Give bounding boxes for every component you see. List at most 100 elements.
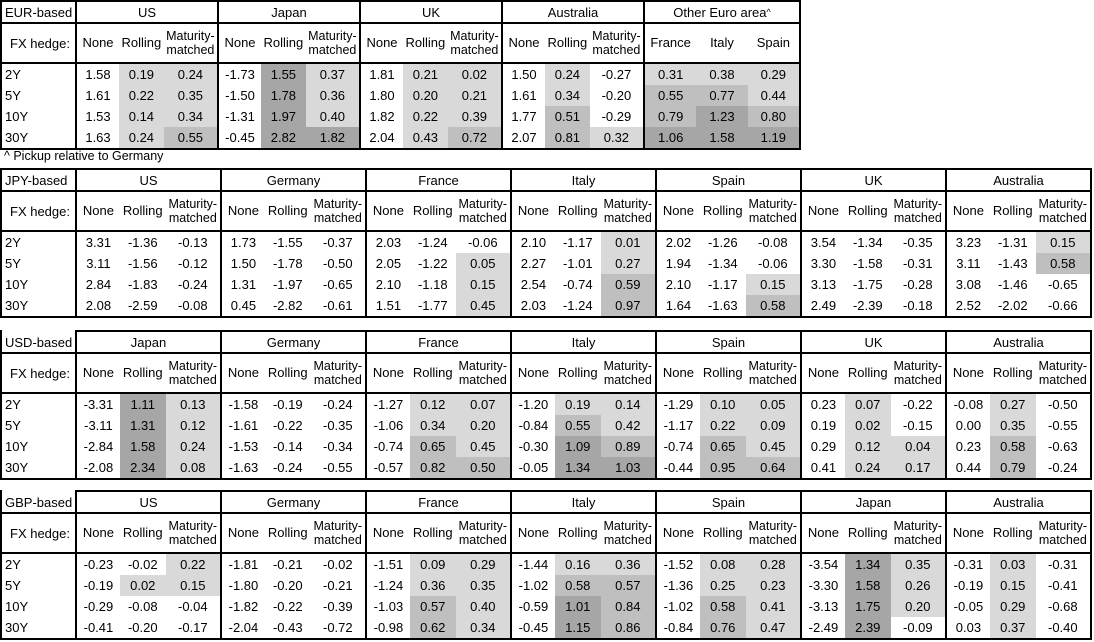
data-row: -0.08 0.27 -0.50 xyxy=(947,394,1090,415)
value-cell: -0.08 xyxy=(953,397,984,412)
column-header-none: None xyxy=(517,202,549,218)
column-header-maturity-matched: Maturity-matched xyxy=(168,359,218,387)
hedge-columns-header: France Italy Spain xyxy=(645,24,799,64)
data-row: 2.10 -1.18 0.15 xyxy=(367,274,510,295)
value-cell: -0.74 xyxy=(562,277,593,292)
value-cell: 0.39 xyxy=(447,106,501,127)
data-row: -0.45 2.82 1.82 xyxy=(219,127,359,148)
value-cell: 0.40 xyxy=(455,596,510,617)
value-cell: 0.47 xyxy=(745,617,800,638)
data-row: -1.44 0.16 0.36 xyxy=(512,554,655,575)
column-header-maturity-matched: Maturity-matched xyxy=(313,519,363,547)
value-cell: -0.66 xyxy=(1047,298,1078,313)
value-cell: -0.65 xyxy=(322,277,353,292)
value-cell: 0.19 xyxy=(554,394,601,415)
value-cell: 0.19 xyxy=(119,64,164,85)
column-header-none: None xyxy=(372,364,404,380)
data-row: -1.20 0.19 0.14 xyxy=(512,394,655,415)
value-cell: 3.23 xyxy=(955,235,982,250)
data-row: -1.02 0.58 0.57 xyxy=(512,575,655,596)
value-cell: 0.58 xyxy=(554,575,601,596)
data-row: -1.06 0.34 0.20 xyxy=(367,415,510,436)
data-row: -1.02 0.58 0.41 xyxy=(657,596,800,617)
value-cell: 0.15 xyxy=(165,575,220,596)
data-row: 0.00 0.35 -0.55 xyxy=(947,415,1090,436)
column-header-maturity-matched: Maturity-matched xyxy=(313,197,363,225)
data-row: 2.08 -2.59 -0.08 xyxy=(77,295,220,316)
group-italy: Italy None Rolling Maturity-matched -1.20 0.1… xyxy=(510,330,655,480)
hedge-columns-header: None Rolling Maturity-matched xyxy=(222,514,365,554)
value-cell: 0.08 xyxy=(165,457,220,478)
value-cell: -1.18 xyxy=(417,277,448,292)
value-cell: 0.29 xyxy=(455,554,510,575)
value-cell: 1.80 xyxy=(369,88,395,103)
column-header-rolling: Rolling xyxy=(412,524,453,540)
data-row: -2.49 2.39 -0.09 xyxy=(802,617,945,638)
value-cell: -0.59 xyxy=(518,599,549,614)
column-header-maturity-matched: Maturity-matched xyxy=(1038,359,1088,387)
fx-hedge-label: FX hedge: xyxy=(2,24,75,64)
value-cell: 0.79 xyxy=(645,106,697,127)
value-cell: -1.17 xyxy=(562,235,593,250)
data-row: -0.74 0.65 0.45 xyxy=(367,436,510,457)
country-header: Italy xyxy=(512,332,655,354)
value-cell: -2.39 xyxy=(852,298,883,313)
data-row: -1.50 1.78 0.36 xyxy=(219,85,359,106)
data-row: 1.31 -1.97 -0.65 xyxy=(222,274,365,295)
data-row: -0.05 0.29 -0.68 xyxy=(947,596,1090,617)
value-cell: -0.45 xyxy=(225,130,255,145)
column-header-rolling: Rolling xyxy=(547,34,588,50)
data-row: -0.74 0.65 0.45 xyxy=(657,436,800,457)
data-row: 3.54 -1.34 -0.35 xyxy=(802,232,945,253)
value-cell: 2.07 xyxy=(511,130,537,145)
value-cell: 0.34 xyxy=(455,617,510,638)
value-cell: 0.01 xyxy=(600,232,655,253)
data-row: -0.30 1.09 0.89 xyxy=(512,436,655,457)
group-australia: Australia None Rolling Maturity-matched 1.50… xyxy=(501,0,643,150)
data-row: -0.19 0.15 -0.41 xyxy=(947,575,1090,596)
group-us: US None Rolling Maturity-matched 3.31 -1.36 -0… xyxy=(75,168,220,318)
value-cell: -1.26 xyxy=(707,235,738,250)
data-row: -0.57 0.82 0.50 xyxy=(367,457,510,478)
column-header-maturity-matched: Maturity-matched xyxy=(603,197,653,225)
value-cell: -0.08 xyxy=(177,298,208,313)
data-row: -1.58 -0.19 -0.24 xyxy=(222,394,365,415)
value-cell: 3.30 xyxy=(810,256,837,271)
value-cell: 0.50 xyxy=(455,457,510,478)
value-cell: 1.58 xyxy=(119,436,166,457)
value-cell: -1.53 xyxy=(228,439,259,454)
data-row: -2.08 2.34 0.08 xyxy=(77,457,220,478)
value-cell: -0.06 xyxy=(757,256,788,271)
column-header-none: None xyxy=(807,364,839,380)
data-row: 3.23 -1.31 0.15 xyxy=(947,232,1090,253)
value-cell: 0.24 xyxy=(844,457,891,478)
value-cell: -0.04 xyxy=(177,599,208,614)
value-cell: 1.58 xyxy=(85,67,111,82)
value-cell: -0.17 xyxy=(177,620,208,635)
value-cell: 0.27 xyxy=(600,253,655,274)
column-header-none: None xyxy=(366,34,398,50)
country-header: Italy xyxy=(512,492,655,514)
hedge-columns-header: None Rolling Maturity-matched xyxy=(802,354,945,394)
value-cell: 0.17 xyxy=(890,457,945,478)
data-row: 3.08 -1.46 -0.65 xyxy=(947,274,1090,295)
value-cell: 0.12 xyxy=(844,436,891,457)
value-cell: 2.82 xyxy=(261,127,306,148)
value-cell: 1.50 xyxy=(511,67,537,82)
value-cell: -1.27 xyxy=(373,397,404,412)
value-cell: 0.03 xyxy=(989,554,1036,575)
value-cell: 0.12 xyxy=(165,415,220,436)
value-cell: 0.21 xyxy=(403,64,448,85)
value-cell: 1.78 xyxy=(261,85,306,106)
column-header-maturity-matched: Maturity-matched xyxy=(168,197,218,225)
hedge-columns-header: None Rolling Maturity-matched xyxy=(657,192,800,232)
value-cell: 0.20 xyxy=(403,85,448,106)
value-cell: -0.08 xyxy=(127,599,158,614)
value-cell: 2.52 xyxy=(955,298,982,313)
value-cell: 0.45 xyxy=(455,295,510,316)
group-australia: Australia None Rolling Maturity-matched -0.0… xyxy=(945,330,1092,480)
value-cell: -1.29 xyxy=(663,397,694,412)
value-cell: 2.03 xyxy=(520,298,547,313)
column-header-maturity-matched: Maturity-matched xyxy=(458,197,508,225)
group-us: US None Rolling Maturity-matched 1.58 0.19 0.2… xyxy=(75,0,217,150)
